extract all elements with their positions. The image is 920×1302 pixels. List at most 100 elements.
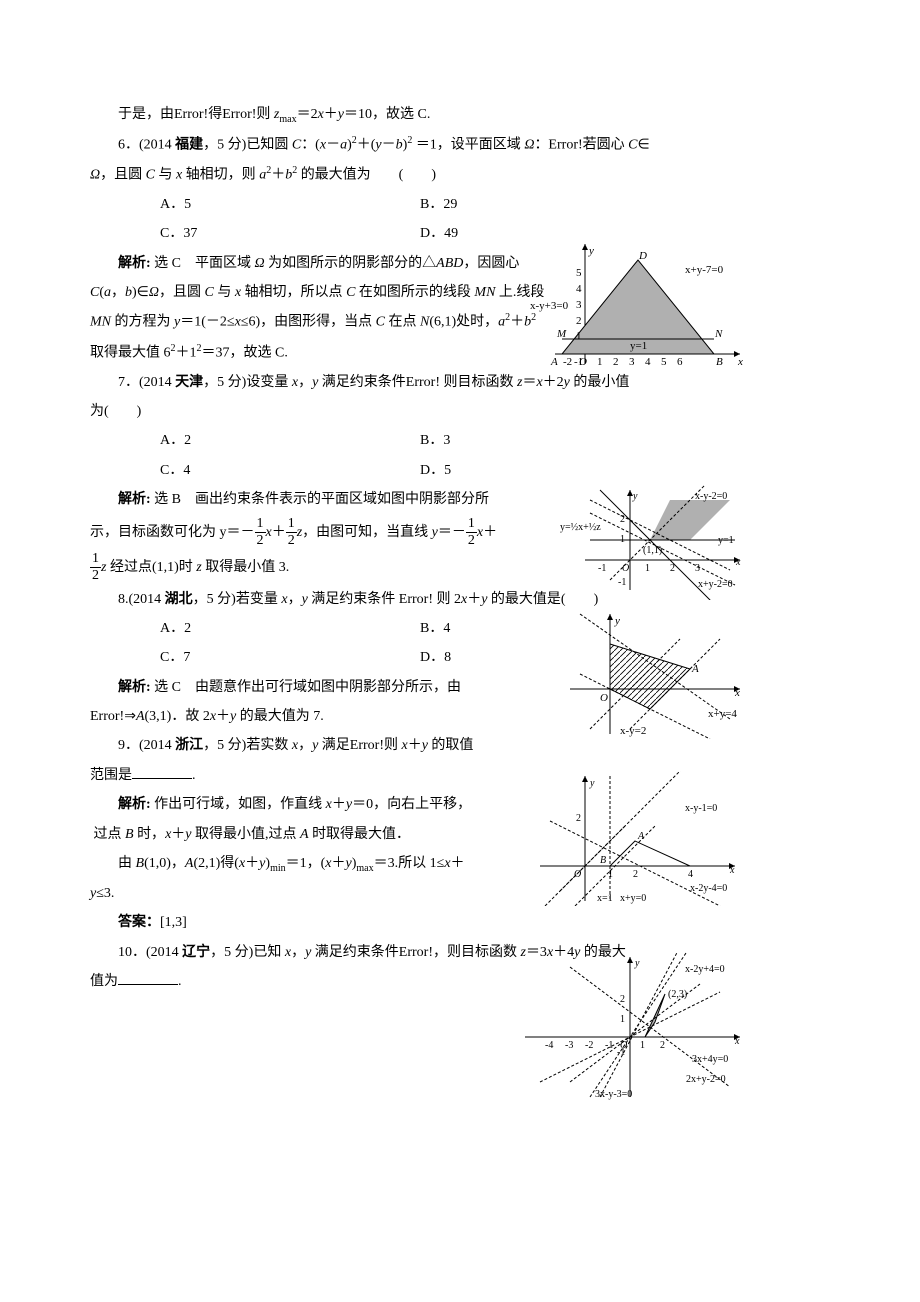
q7-options: A．2 B．3 [160,426,830,455]
q8-options: A．2 B．4 [160,614,550,643]
svg-text:3: 3 [629,356,635,368]
q7-header: 7．(2014 天津，5 分)设变量 x，y 满足约束条件Error! 则目标函… [90,368,830,397]
svg-text:x: x [735,557,741,568]
svg-text:B: B [716,356,723,368]
q7-header-cont: 为( ) [90,397,830,426]
q9-solution-3: 由 B(1,0)，A(2,1)得(x＋y)min＝1，(x＋y)max＝3.所以… [90,849,550,879]
q8-optA: A．2 [160,614,420,643]
q7-optD: D．5 [420,456,451,485]
svg-text:-2: -2 [585,1040,593,1051]
svg-text:O: O [600,692,608,704]
svg-text:x+y-7=0: x+y-7=0 [685,264,724,276]
svg-text:M: M [556,328,567,340]
q9-answer: 答案：[1,3] [90,908,830,937]
svg-text:x: x [729,865,735,876]
q8-solution-2: Error!⇒A(3,1)．故 2x＋y 的最大值为 7. [90,702,550,731]
svg-text:x-y-1=0: x-y-1=0 [685,803,717,814]
svg-text:x-2y+4=0: x-2y+4=0 [685,964,725,975]
svg-text:y: y [632,491,638,502]
svg-text:y: y [588,245,594,257]
svg-text:O: O [622,563,629,574]
svg-text:O: O [579,356,587,368]
q6-solution: 解析: 选 C 平面区域 Ω 为如图所示的阴影部分的△ABD，因圆心 C(a，b… [90,249,550,368]
svg-text:x+y-2=0: x+y-2=0 [698,579,733,590]
svg-text:3x+4y=0: 3x+4y=0 [692,1054,728,1065]
svg-text:x+y=0: x+y=0 [620,893,646,904]
svg-text:5: 5 [576,267,582,279]
svg-text:-1: -1 [618,577,626,588]
svg-text:y=1: y=1 [718,535,734,546]
svg-text:-3: -3 [565,1040,573,1051]
svg-text:3x-y-3=0: 3x-y-3=0 [595,1089,632,1100]
q6-header: 6．(2014 福建，5 分)已知圆 C：(x－a)2＋(y－b)2 ＝1，设平… [90,130,830,160]
svg-text:B: B [600,855,606,866]
svg-text:-2: -2 [563,356,572,368]
svg-text:A: A [691,663,699,675]
q6-optB: B．29 [420,190,457,219]
q9-figure: y x-y-1=0 A B O 1 2 4 2 x x-2y-4=0 x=1 x… [530,771,750,906]
svg-text:(1,1): (1,1) [643,545,662,556]
svg-text:O: O [574,869,581,880]
svg-text:y: y [634,958,640,969]
q8-figure: y A O x x+y=4 x-y=2 [560,609,750,739]
svg-text:4: 4 [576,283,582,295]
svg-text:A: A [550,356,558,368]
svg-text:4: 4 [645,356,651,368]
svg-text:6: 6 [677,356,683,368]
svg-text:-1: -1 [605,1040,613,1051]
q7-figure: y x-y-2=0 y=1 x+y-2=0 y=½x+½z x O (1,1) … [530,485,750,600]
svg-text:x+y=4: x+y=4 [708,708,737,720]
q7-options2: C．4 D．5 [160,456,830,485]
svg-text:1: 1 [620,1014,625,1025]
q9-header: 9．(2014 浙江，5 分)若实数 x，y 满足Error!则 x＋y 的取值 [90,731,550,760]
svg-text:A: A [637,831,645,842]
svg-text:x-y-2=0: x-y-2=0 [695,491,727,502]
q10-figure: y x-2y+4=0 (2,3) x 3x+4y=0 2x+y-2=0 3x-y… [520,952,750,1102]
q8-optB: B．4 [420,614,450,643]
svg-text:1: 1 [597,356,603,368]
svg-text:2: 2 [633,869,638,880]
svg-text:2: 2 [620,514,625,525]
q5-tail: 于是，由Error!得Error!则 zmax＝2x＋y＝10，故选 C. [90,100,830,130]
svg-text:1: 1 [640,1040,645,1051]
svg-text:3: 3 [695,563,700,574]
q9-solution-1: 解析: 作出可行域，如图，作直线 x＋y＝0，向右上平移， [90,790,550,819]
svg-text:x=1: x=1 [597,893,613,904]
q7-solution-l2: 示，目标函数可化为 y＝－12x＋12z，由图可知，当直线 y＝－12x＋ [90,515,550,550]
q6-optD: D．49 [420,219,458,248]
q6-optA: A．5 [160,190,420,219]
svg-text:y=½x+½z: y=½x+½z [560,522,601,533]
svg-text:x: x [734,1036,740,1047]
svg-text:-1: -1 [598,563,606,574]
svg-text:1: 1 [645,563,650,574]
svg-text:D: D [638,250,647,262]
q7-optA: A．2 [160,426,420,455]
q8-solution: 解析: 选 C 由题意作出可行域如图中阴影部分所示，由 [90,673,550,702]
svg-text:2: 2 [660,1040,665,1051]
svg-text:2x+y-2=0: 2x+y-2=0 [686,1074,726,1085]
q8-optC: C．7 [160,643,420,672]
q6-optC: C．37 [160,219,420,248]
svg-text:x-2y-4=0: x-2y-4=0 [690,883,727,894]
q6-header-cont: Ω，且圆 C 与 x 轴相切，则 a2＋b2 的最大值为 ( ) [90,160,830,190]
q8-options2: C．7 D．8 [160,643,550,672]
svg-text:O: O [620,1040,627,1051]
q6-figure: y D x+y-7=0 x-y+3=0 M N y=1 A -2 -1 O 1 … [530,239,750,369]
svg-text:1: 1 [576,330,582,342]
q7-optB: B．3 [420,426,450,455]
svg-text:2: 2 [670,563,675,574]
q9-solution-2: 过点 B 时，x＋y 取得最小值,过点 A 时取得最大值． [90,820,550,849]
q9-header-b: 范围是. [90,761,550,790]
svg-text:y: y [614,615,620,627]
svg-text:x: x [737,356,743,368]
q8-optD: D．8 [420,643,451,672]
svg-text:2: 2 [620,994,625,1005]
svg-text:1: 1 [620,534,625,545]
svg-text:3: 3 [576,299,582,311]
svg-text:(2,3): (2,3) [668,989,687,1000]
svg-text:1: 1 [608,869,613,880]
q6-options: A．5 B．29 [160,190,830,219]
svg-text:y=1: y=1 [630,340,647,352]
svg-text:y: y [589,778,595,789]
q7-optC: C．4 [160,456,420,485]
